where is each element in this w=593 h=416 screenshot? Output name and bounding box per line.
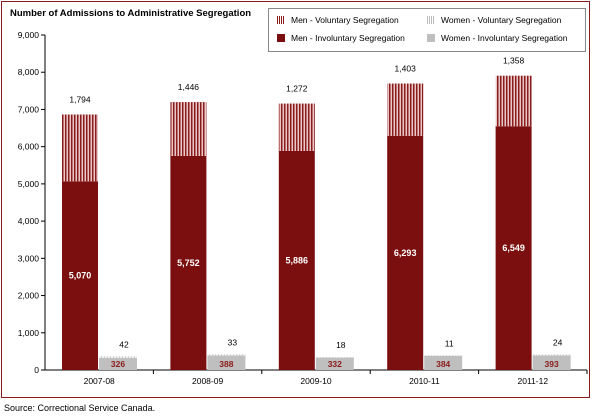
x-tick-label: 2008-09: [192, 376, 223, 386]
y-tick-label: 1,000: [18, 328, 40, 338]
x-tick-label: 2007-08: [84, 376, 115, 386]
legend-item-women-voluntary: Women - Voluntary Segregation: [427, 15, 561, 25]
data-label-men-voluntary: 1,403: [395, 64, 417, 74]
bar-women-voluntary: [532, 354, 571, 356]
data-label-men-involuntary: 5,752: [177, 258, 200, 268]
bar-men-voluntary: [278, 103, 315, 151]
y-tick-label: 4,000: [18, 216, 40, 226]
legend-swatch-men-voluntary: [277, 16, 285, 24]
x-tick-label: 2009-10: [300, 376, 331, 386]
bar-women-voluntary: [207, 354, 246, 356]
bar-women-voluntary: [315, 356, 354, 358]
data-label-women-involuntary: 388: [219, 359, 233, 369]
bar-men-involuntary: [278, 150, 315, 370]
data-label-women-involuntary: 384: [436, 359, 450, 369]
source-note: Source: Correctional Service Canada.: [4, 403, 156, 413]
y-tick-label: 8,000: [18, 67, 40, 77]
y-tick-label: 7,000: [18, 104, 40, 114]
legend-item-women-involuntary: Women - Involuntary Segregation: [427, 33, 567, 43]
bar-women-involuntary: [207, 355, 246, 370]
bar-women-voluntary: [424, 355, 463, 356]
data-label-women-voluntary: 24: [553, 337, 563, 347]
data-label-women-voluntary: 42: [119, 339, 129, 349]
legend-label-women-involuntary: Women - Involuntary Segregation: [441, 33, 568, 43]
legend-label-men-voluntary: Men - Voluntary Segregation: [291, 15, 399, 25]
data-label-women-involuntary: 332: [328, 359, 342, 369]
y-tick-label: 6,000: [18, 142, 40, 152]
y-tick-label: 9,000: [18, 30, 40, 40]
y-tick-label: 3,000: [18, 253, 40, 263]
data-label-women-voluntary: 11: [445, 338, 454, 348]
bar-women-involuntary: [99, 357, 137, 370]
data-label-women-involuntary: 393: [545, 359, 559, 369]
bar-men-voluntary: [495, 75, 532, 127]
bar-men-voluntary: [170, 102, 207, 156]
bar-women-involuntary: [532, 355, 571, 370]
data-label-men-voluntary: 1,794: [69, 95, 91, 105]
bar-men-involuntary: [170, 155, 207, 370]
legend-item-men-involuntary: Men - Involuntary Segregation: [277, 33, 405, 43]
data-label-women-involuntary: 326: [111, 359, 125, 369]
chart-title: Number of Admissions to Administrative S…: [10, 8, 252, 19]
y-tick-label: 0: [34, 365, 39, 375]
bar-men-involuntary: [387, 135, 424, 370]
plot-area: 0 1,000 2,000 3,000 4,000 5,000 6,000 7,000 8,00…: [18, 30, 588, 386]
bar-women-involuntary: [315, 357, 354, 370]
data-label-men-involuntary: 6,293: [394, 248, 417, 258]
bar-women-voluntary: [99, 356, 137, 358]
chart-frame: Number of Admissions to Administrative S…: [1, 1, 590, 398]
legend-swatch-women-involuntary: [427, 34, 435, 42]
legend-swatch-women-voluntary: [427, 16, 435, 24]
bar-women-involuntary: [424, 355, 463, 370]
data-label-men-involuntary: 5,886: [286, 255, 309, 265]
bar-men-voluntary: [387, 83, 424, 136]
bar-men-involuntary: [495, 126, 532, 371]
bar-men-voluntary: [62, 114, 98, 182]
data-label-men-voluntary: 1,358: [503, 56, 525, 66]
x-tick-label: 2010-11: [409, 376, 440, 386]
data-label-men-voluntary: 1,272: [286, 84, 308, 94]
legend: Men - Voluntary Segregation Women - Volu…: [268, 8, 586, 52]
legend-item-men-voluntary: Men - Voluntary Segregation: [277, 15, 399, 25]
legend-swatch-men-involuntary: [277, 34, 285, 42]
bar-men-involuntary: [62, 181, 98, 370]
data-label-men-involuntary: 5,070: [69, 271, 92, 281]
data-label-men-involuntary: 6,549: [502, 243, 525, 253]
y-tick-label: 2,000: [18, 291, 40, 301]
data-label-women-voluntary: 18: [336, 340, 346, 350]
x-tick-label: 2011-12: [518, 376, 549, 386]
legend-label-women-voluntary: Women - Voluntary Segregation: [441, 15, 562, 25]
data-label-men-voluntary: 1,446: [178, 82, 200, 92]
y-tick-label: 5,000: [18, 179, 40, 189]
data-label-women-voluntary: 33: [228, 337, 238, 347]
legend-label-men-involuntary: Men - Involuntary Segregation: [291, 33, 405, 43]
